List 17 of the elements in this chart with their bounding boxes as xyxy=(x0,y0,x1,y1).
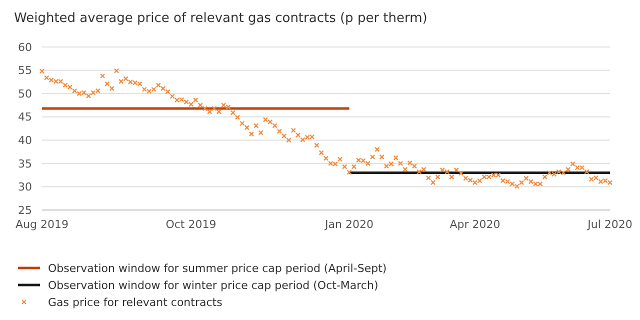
legend-label: Observation window for winter price cap period (Oct-March) xyxy=(48,278,378,292)
y-tick-label: 30 xyxy=(18,180,32,194)
legend-label: Gas price for relevant contracts xyxy=(48,296,223,309)
y-tick-label: 40 xyxy=(18,134,32,147)
chart-title: Weighted average price of relevant gas contracts (p per therm) xyxy=(14,11,428,26)
x-tick-label: Aug 2019 xyxy=(16,218,68,231)
x-tick-label: Apr 2020 xyxy=(450,218,500,231)
y-tick-label: 45 xyxy=(18,110,32,124)
y-tick-label: 35 xyxy=(18,157,32,170)
y-tick-label: 50 xyxy=(18,87,32,100)
y-tick-label: 25 xyxy=(18,204,32,217)
y-tick-label: 55 xyxy=(18,64,32,78)
legend-label: Observation window for summer price cap period (April-Sept) xyxy=(48,262,387,275)
x-tick-label: Jul 2020 xyxy=(586,218,632,231)
x-tick-label: Jan 2020 xyxy=(324,218,374,231)
x-tick-label: Oct 2019 xyxy=(166,218,216,231)
y-tick-label: 60 xyxy=(18,40,32,54)
